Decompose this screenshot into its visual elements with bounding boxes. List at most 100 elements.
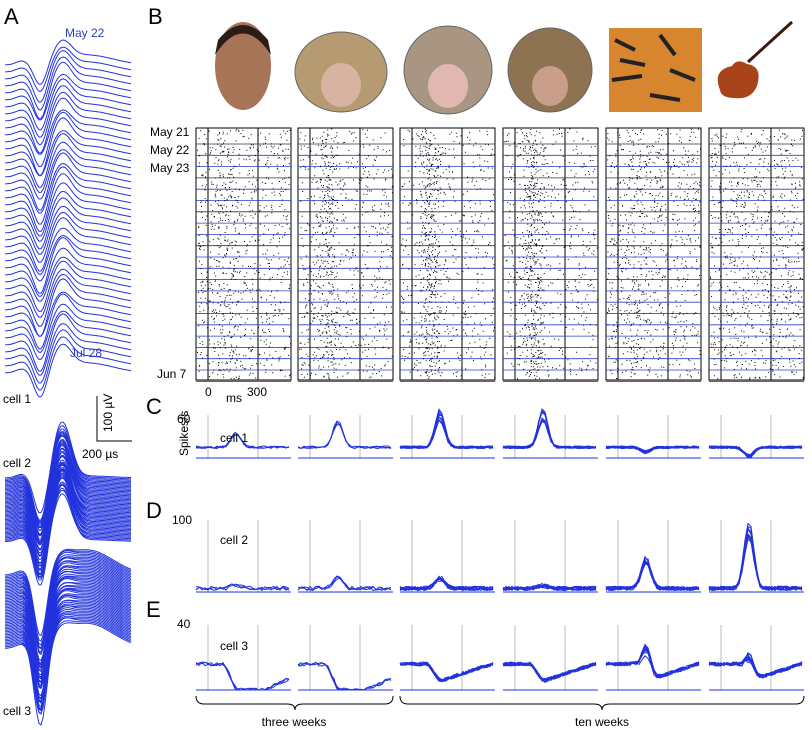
waveform xyxy=(4,278,132,337)
human-face xyxy=(215,22,271,110)
monkey-muzzle xyxy=(321,63,361,107)
waveform xyxy=(4,237,132,294)
cell-label: cell 1 xyxy=(3,392,31,406)
psth-trace xyxy=(399,575,494,592)
hair xyxy=(215,25,271,55)
psth-trace xyxy=(297,423,392,449)
psth-trace xyxy=(195,661,290,691)
waveform xyxy=(4,268,132,318)
waveform xyxy=(4,227,132,275)
spikes xyxy=(710,129,804,380)
psth-trace xyxy=(399,413,494,450)
waveform xyxy=(4,622,132,711)
waveform xyxy=(4,484,131,586)
waveform xyxy=(4,576,132,683)
psth-trace xyxy=(502,661,597,683)
monkey-muzzle xyxy=(428,64,468,108)
panel-label: C xyxy=(146,394,162,419)
waveform xyxy=(4,554,132,649)
psth-trace xyxy=(399,418,494,450)
waveform xyxy=(4,433,131,531)
waveform xyxy=(4,117,132,176)
waveform xyxy=(4,50,132,103)
raster-frame xyxy=(195,127,292,381)
psth-trace xyxy=(297,420,392,449)
y-tick: 60 xyxy=(177,412,191,426)
waveform xyxy=(4,39,132,85)
waveform xyxy=(4,78,132,131)
psth-trace xyxy=(399,579,494,592)
stimulus-images xyxy=(215,20,794,115)
cell-label: cell 3 xyxy=(3,704,31,718)
waveform xyxy=(4,152,132,211)
cell-label: cell 2 xyxy=(220,533,248,547)
waveform xyxy=(4,149,132,200)
psth-trace xyxy=(708,657,803,679)
date-label: May 22 xyxy=(150,143,190,157)
psth-trace xyxy=(195,661,290,691)
waveform xyxy=(4,141,132,193)
date-label: May 22 xyxy=(65,26,105,40)
waveform xyxy=(4,613,132,712)
waveform xyxy=(4,556,132,646)
waveform xyxy=(4,162,132,214)
waveform xyxy=(4,133,132,188)
waveform xyxy=(4,448,131,545)
waveform xyxy=(4,487,131,581)
waveform xyxy=(4,612,132,710)
waveform xyxy=(4,310,132,360)
date-label: Jun 7 xyxy=(157,367,187,381)
scale-label: 200 µs xyxy=(82,447,118,461)
date-label: Jul 28 xyxy=(70,346,102,360)
spikes xyxy=(607,128,701,379)
psth-trace xyxy=(297,661,392,691)
raster-frame xyxy=(708,127,805,381)
waveform xyxy=(4,459,131,557)
panel-label: E xyxy=(146,597,161,622)
waveform xyxy=(4,190,132,242)
waveform xyxy=(4,548,132,637)
psth-trace xyxy=(502,420,597,449)
waveform xyxy=(4,273,132,327)
psth-trace xyxy=(195,583,290,592)
waveform xyxy=(4,291,132,337)
y-label: Spikes/s xyxy=(177,411,191,456)
waveform xyxy=(4,260,132,312)
waveform xyxy=(4,603,132,699)
waveform xyxy=(4,182,132,237)
psth-trace xyxy=(605,560,700,591)
psth-trace xyxy=(195,434,289,450)
waveform xyxy=(4,588,132,697)
raster-frame xyxy=(605,127,702,381)
psth-trace xyxy=(399,409,494,449)
spikes xyxy=(401,128,495,379)
axis-label: 0 xyxy=(205,385,212,399)
spikes xyxy=(299,128,393,380)
psth-trace xyxy=(399,416,494,450)
waveform xyxy=(4,166,132,225)
psth-trace xyxy=(399,662,494,682)
spikes xyxy=(197,128,291,380)
psth-trace xyxy=(606,645,700,678)
psth-trace xyxy=(708,525,803,591)
waveform xyxy=(4,211,132,263)
waveform xyxy=(4,130,132,177)
scale-bar xyxy=(96,396,132,442)
waveform xyxy=(4,431,131,528)
psth-trace xyxy=(399,662,494,681)
waveform xyxy=(4,594,132,703)
psth-trace xyxy=(297,661,392,691)
spikes xyxy=(504,128,598,380)
waveform xyxy=(4,56,132,111)
tiger xyxy=(609,28,702,112)
waveform xyxy=(4,217,132,272)
raster-frame xyxy=(297,127,394,381)
waveform xyxy=(4,61,132,120)
y-tick: 100 xyxy=(172,513,192,527)
waveform xyxy=(4,464,131,564)
waveform xyxy=(4,462,131,564)
panel-label: B xyxy=(148,4,163,29)
scale-label: 100 µV xyxy=(101,394,115,432)
date-label: May 21 xyxy=(150,125,190,139)
waveform xyxy=(4,550,132,655)
